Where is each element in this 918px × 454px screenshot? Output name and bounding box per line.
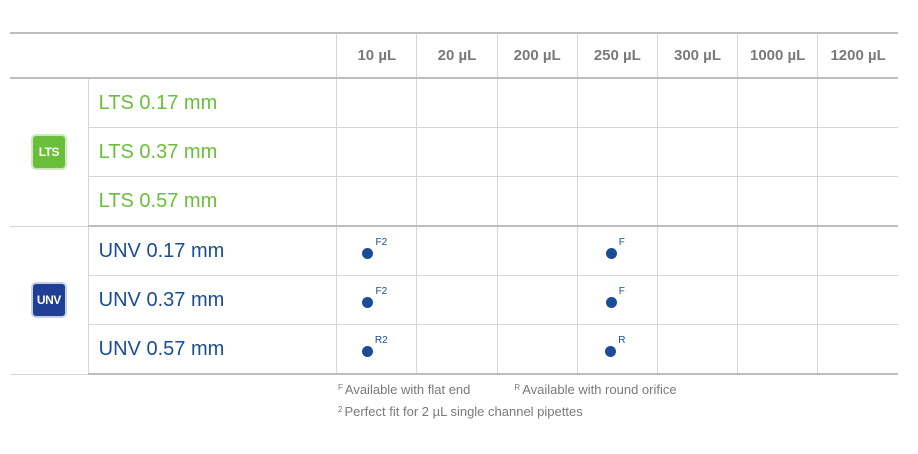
column-header: 300 µL (656, 32, 738, 79)
availability-mark: R2 (361, 335, 388, 357)
header-row: 10 µL 20 µL 200 µL 250 µL 300 µL 1000 µL… (10, 32, 898, 79)
table-cell (336, 127, 417, 177)
table-cell (656, 275, 738, 325)
table-cell (817, 226, 898, 276)
table-cell (416, 78, 498, 128)
header-blank (10, 32, 89, 79)
table-row: LTS LTS 0.17 mm (10, 78, 898, 227)
availability-mark: F (605, 237, 625, 259)
table-cell (496, 78, 578, 128)
table-row: UNV 0.57 mm R2 R (10, 324, 898, 375)
unv-badge: UNV (32, 284, 65, 316)
available-dot-icon (362, 248, 374, 259)
table-cell: F (576, 275, 658, 325)
table-cell (737, 127, 818, 177)
row-label: LTS 0.17 mm (87, 78, 337, 128)
available-dot-icon (605, 346, 617, 357)
availability-note: F (618, 286, 625, 297)
header-blank-label (88, 32, 337, 79)
table-cell (656, 176, 738, 227)
table-cell (416, 324, 498, 375)
legend-fit-sup: 2 (338, 405, 343, 414)
column-header: 10 µL (336, 32, 417, 79)
row-label: UNV 0.57 mm (87, 324, 337, 375)
table-cell (817, 127, 898, 177)
availability-mark: F2 (362, 287, 387, 308)
table-cell (737, 275, 818, 325)
table-row: LTS 0.57 mm (10, 176, 898, 227)
table-cell (817, 176, 898, 227)
column-header: 1200 µL (817, 32, 898, 79)
compatibility-table-wrapper: 10 µL 20 µL 200 µL 250 µL 300 µL 1000 µL… (10, 32, 898, 375)
table-row: UNV 0.37 mm F2 F (10, 275, 898, 325)
table-cell: F2 (336, 226, 417, 276)
row-label: UNV 0.17 mm (87, 226, 337, 276)
table-cell (817, 324, 898, 375)
table-cell (737, 78, 818, 128)
available-dot-icon (362, 297, 374, 308)
table-body: LTS LTS 0.17 mm LTS 0.37 mm LTS 0.57 mm UNV U… (10, 78, 898, 375)
table-cell (496, 176, 578, 227)
table-cell (576, 78, 658, 128)
row-label: LTS 0.57 mm (87, 176, 337, 227)
table-cell (496, 127, 578, 177)
availability-mark: R (605, 336, 625, 357)
table-row: LTS 0.37 mm (10, 127, 898, 177)
table-cell (656, 78, 738, 128)
table-cell (336, 78, 417, 128)
table-cell (416, 127, 498, 177)
availability-note: F (618, 237, 625, 248)
table-cell: F (576, 226, 658, 276)
legend-flat-text: Available with flat end (344, 382, 471, 397)
legend-round-sup: R (514, 383, 521, 392)
table-cell (737, 226, 818, 276)
available-dot-icon (361, 346, 373, 357)
lts-badge: LTS (32, 136, 65, 169)
availability-mark: F2 (362, 238, 387, 259)
table-cell (496, 324, 578, 375)
availability-note: F2 (375, 286, 388, 297)
row-label: UNV 0.37 mm (87, 275, 337, 325)
table-cell (576, 127, 658, 177)
compatibility-table: 10 µL 20 µL 200 µL 250 µL 300 µL 1000 µL… (10, 32, 898, 375)
table-cell (737, 324, 818, 375)
legend-fit-text: Perfect fit for 2 µL single channel pipe… (344, 404, 583, 419)
table-cell (817, 275, 898, 325)
legend-round-text: Available with round orifice (522, 382, 677, 397)
table-cell (656, 226, 738, 276)
column-header: 20 µL (416, 32, 498, 79)
availability-note: F2 (375, 237, 388, 248)
table-cell (496, 275, 578, 325)
available-dot-icon (605, 248, 617, 259)
row-label: LTS 0.37 mm (87, 127, 337, 177)
availability-note: R2 (374, 335, 388, 346)
table-cell: F2 (336, 275, 417, 325)
table-cell: R2 (336, 324, 417, 375)
table-cell (656, 324, 738, 375)
available-dot-icon (605, 297, 617, 308)
legend-row-2: 2 Perfect fit for 2 µL single channel pip… (338, 400, 677, 422)
table-cell (336, 176, 417, 227)
table-cell (656, 127, 738, 177)
table-cell: R (576, 324, 658, 375)
legend-row-1: F Available with flat end R Available with … (338, 378, 677, 400)
table-cell (416, 226, 498, 276)
table-row: UNV UNV 0.17 mm F2 F (10, 226, 898, 375)
availability-note: R (618, 335, 626, 346)
group-badge-cell: LTS (10, 78, 89, 227)
table-cell (496, 226, 578, 276)
table-cell (576, 176, 658, 227)
legend: F Available with flat end R Available with … (338, 378, 677, 422)
column-header: 1000 µL (737, 32, 818, 79)
column-header: 200 µL (496, 32, 578, 79)
table-cell (737, 176, 818, 227)
table-cell (817, 78, 898, 128)
column-header: 250 µL (576, 32, 658, 79)
group-badge-cell: UNV (10, 226, 89, 375)
table-cell (416, 275, 498, 325)
table-cell (416, 176, 498, 227)
legend-flat-sup: F (338, 383, 343, 392)
availability-mark: F (605, 286, 625, 308)
